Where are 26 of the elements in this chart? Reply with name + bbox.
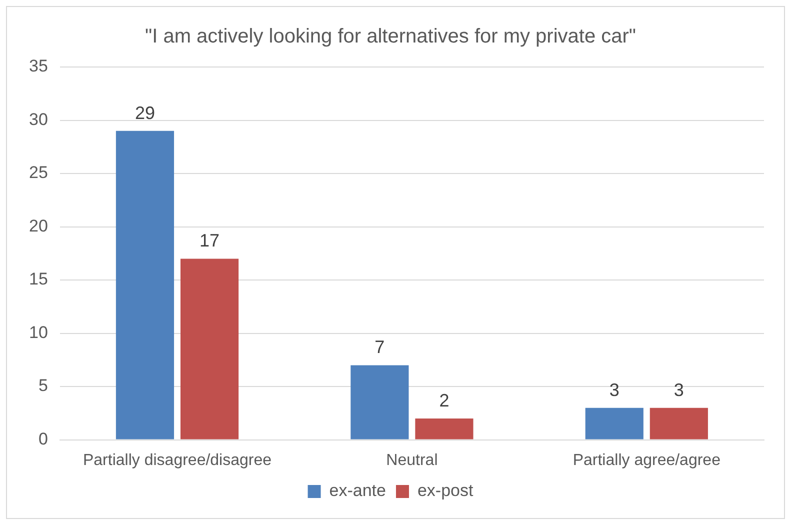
bar (180, 258, 239, 440)
y-tick-label: 15 (28, 270, 48, 289)
y-tick-label: 0 (38, 429, 48, 448)
bar (350, 365, 409, 440)
y-tick-label: 30 (28, 110, 48, 129)
y-tick-label: 35 (28, 56, 48, 76)
bar (116, 130, 174, 440)
x-tick-label: Neutral (386, 452, 438, 469)
data-label: 2 (439, 390, 450, 410)
bar (650, 408, 708, 440)
y-tick-label: 20 (28, 216, 48, 236)
x-tick-label: Partially agree/agree (572, 452, 721, 469)
legend-label: ex-ante (329, 481, 386, 500)
legend-label: ex-post (417, 481, 474, 500)
y-tick-label: 5 (38, 376, 48, 396)
data-label: 3 (609, 380, 620, 400)
data-label: 7 (374, 337, 385, 358)
x-tick-label: Partially disagree/disagree (82, 452, 272, 469)
bar (585, 408, 644, 440)
data-label: 3 (674, 380, 684, 400)
data-label: 29 (134, 102, 155, 123)
chart-title: "I am actively looking for alternatives for my private car" (144, 26, 636, 48)
y-tick-label: 10 (28, 322, 48, 342)
data-label: 17 (200, 230, 220, 251)
y-tick-label: 25 (28, 163, 48, 182)
bar (415, 418, 474, 440)
